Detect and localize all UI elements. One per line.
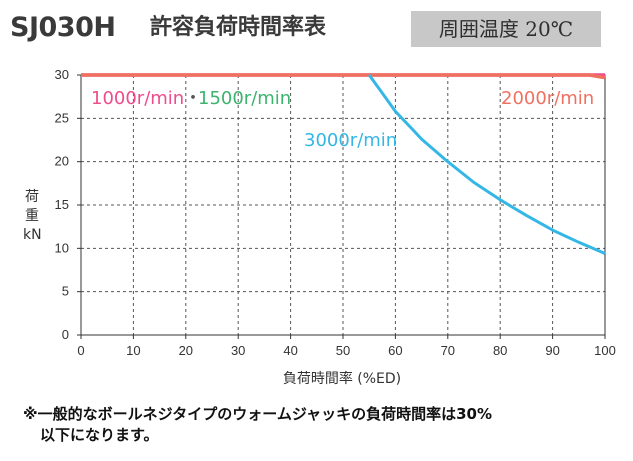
y-axis-label-2: 重 xyxy=(25,208,39,224)
series-line xyxy=(367,74,606,255)
y-axis-label-1: 荷 xyxy=(25,189,39,205)
temperature-badge: 周囲温度 20℃ xyxy=(411,11,601,47)
x-tick-label: 100 xyxy=(594,343,616,358)
x-tick-label: 70 xyxy=(441,343,455,358)
x-tick-label: 20 xyxy=(179,343,193,358)
grid-lines xyxy=(81,75,605,335)
y-tick-label: 5 xyxy=(62,284,69,299)
x-tick-label: 30 xyxy=(231,343,245,358)
x-tick-label: 10 xyxy=(126,343,140,358)
footnote-line-1: ※一般的なボールネジタイプのウォームジャッキの負荷時間率は30% xyxy=(23,405,492,423)
label-1000: 1000r/min xyxy=(91,88,184,109)
y-tick-label: 15 xyxy=(55,197,69,212)
load-time-rate-chart: 0 10 20 30 40 50 60 70 80 90 100 0 5 10 15 20 25 30 1000… xyxy=(23,67,616,387)
chart-title: 許容負荷時間率表 xyxy=(150,15,327,40)
axes xyxy=(77,74,606,339)
label-2000: 2000r/min xyxy=(501,88,594,109)
series-line xyxy=(81,73,606,80)
y-tick-labels: 0 5 10 15 20 25 30 xyxy=(55,67,69,342)
y-tick-label: 0 xyxy=(62,327,69,342)
footnote-line-2: 以下になります。 xyxy=(40,426,159,444)
x-tick-label: 60 xyxy=(388,343,402,358)
series-lines xyxy=(81,73,606,255)
y-tick-label: 10 xyxy=(55,240,69,255)
x-tick-label: 50 xyxy=(336,343,350,358)
label-3000: 3000r/min xyxy=(304,130,397,151)
y-tick-label: 30 xyxy=(55,67,69,82)
label-1500: 1500r/min xyxy=(198,88,291,109)
x-axis-label: 負荷時間率 (%ED) xyxy=(283,370,401,387)
y-tick-label: 25 xyxy=(55,110,69,125)
y-axis-label-3: kN xyxy=(23,227,42,243)
label-dot: ・ xyxy=(184,88,202,109)
model-number: SJ030H xyxy=(10,12,116,43)
x-tick-label: 0 xyxy=(77,343,84,358)
y-tick-label: 20 xyxy=(55,154,69,169)
x-tick-labels: 0 10 20 30 40 50 60 70 80 90 100 xyxy=(77,343,615,358)
x-tick-label: 80 xyxy=(493,343,507,358)
x-tick-label: 40 xyxy=(283,343,297,358)
x-tick-label: 90 xyxy=(545,343,559,358)
